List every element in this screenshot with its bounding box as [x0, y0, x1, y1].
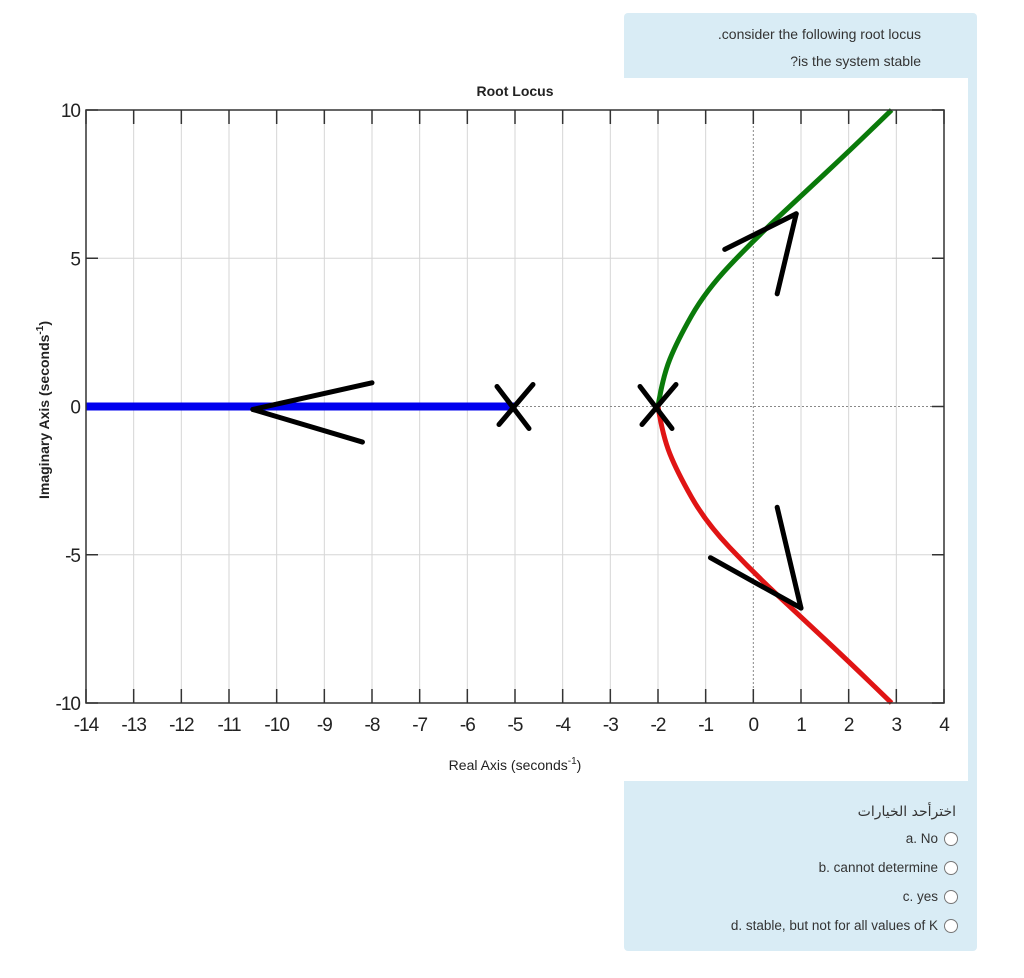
y-tick-label-4: -10	[56, 694, 81, 715]
y-axis-label-sup: -1	[35, 325, 46, 334]
choose-prompt: اخترأحد الخيارات	[857, 804, 956, 820]
y-tick-label-1: 5	[70, 249, 80, 270]
arrows-group	[250, 211, 804, 611]
y-tick-label-2: 0	[70, 398, 80, 419]
x-tick-label-5: -9	[317, 715, 332, 736]
root-locus-chart: -14 -13 -12 -11 -10 -9 -8 -7 -6 -5 -4 -3 -2 -1 0 1 2 3 4 1…	[35, 83, 951, 773]
option-a-label: a. No	[905, 831, 938, 846]
option-c-radio[interactable]	[944, 889, 958, 904]
x-tick-label-13: -1	[698, 715, 713, 736]
option-d[interactable]: d. stable, but not for all values of K	[731, 918, 958, 933]
arrow-1-wing-a	[722, 211, 799, 252]
x-tick-label-4: -10	[264, 715, 289, 736]
locus-branch-1	[655, 108, 894, 407]
pole-1-stroke-b	[639, 382, 679, 427]
question-line-2: ?is the system stable	[790, 53, 921, 69]
x-tick-label-1: -13	[121, 715, 146, 736]
arrow-0-wing-a	[250, 380, 375, 412]
y-axis-label-close: )	[36, 321, 52, 326]
x-tick-label-17: 3	[892, 715, 902, 736]
x-tick-label-8: -6	[460, 715, 475, 736]
option-a[interactable]: a. No	[906, 831, 958, 846]
series-group	[86, 108, 894, 705]
y-axis-label: Imaginary Axis (seconds-1)	[35, 321, 52, 499]
x-tick-label-7: -7	[412, 715, 427, 736]
x-tick-label-6: -8	[365, 715, 380, 736]
arrow-2-wing-a	[707, 555, 804, 611]
x-tick-label-16: 2	[844, 715, 854, 736]
option-c[interactable]: c. yes	[903, 889, 958, 904]
x-tick-label-18: 4	[939, 715, 950, 736]
option-b-radio[interactable]	[944, 860, 958, 875]
y-axis-label-main: Imaginary Axis (seconds	[36, 334, 52, 499]
option-c-label: c. yes	[902, 889, 938, 904]
arrow-0-wing-b	[250, 406, 365, 445]
y-tick-label-0: 10	[61, 101, 81, 122]
arrow-1-wing-b	[774, 211, 799, 297]
option-d-label: d. stable, but not for all values of K	[730, 918, 938, 933]
x-axis-label-close: )	[577, 757, 582, 773]
y-tick-label-3: -5	[65, 546, 80, 567]
arrow-2-wing-b	[774, 504, 804, 611]
x-axis-label-sup: -1	[568, 756, 577, 767]
x-tick-label-15: 1	[796, 715, 806, 736]
x-tick-label-9: -5	[508, 715, 523, 736]
option-d-radio[interactable]	[944, 918, 958, 933]
x-tick-label-0: -14	[74, 715, 100, 736]
question-line-1: .consider the following root locus	[717, 26, 921, 42]
x-axis-label: Real Axis (seconds-1)	[449, 756, 582, 773]
option-b[interactable]: b. cannot determine	[819, 860, 958, 875]
pole-0-stroke-b	[496, 382, 536, 427]
x-ticks: -14 -13 -12 -11 -10 -9 -8 -7 -6 -5 -4 -3 -2 -1 0 1 2 3 4	[74, 110, 951, 736]
x-tick-label-2: -12	[169, 715, 194, 736]
plot-frame	[85, 109, 945, 704]
poles-group	[494, 382, 679, 431]
x-tick-label-12: -2	[651, 715, 666, 736]
chart-title: Root Locus	[477, 83, 554, 99]
y-ticks: 10 5 0 -5 -10	[56, 101, 944, 715]
x-tick-label-10: -4	[555, 715, 571, 736]
x-tick-label-3: -11	[217, 715, 240, 736]
x-tick-label-11: -3	[603, 715, 618, 736]
x-axis-label-main: Real Axis (seconds	[449, 757, 568, 773]
locus-branch-2	[655, 406, 894, 705]
option-b-label: b. cannot determine	[818, 860, 938, 875]
option-a-radio[interactable]	[944, 831, 958, 846]
x-tick-label-14: 0	[749, 715, 759, 736]
